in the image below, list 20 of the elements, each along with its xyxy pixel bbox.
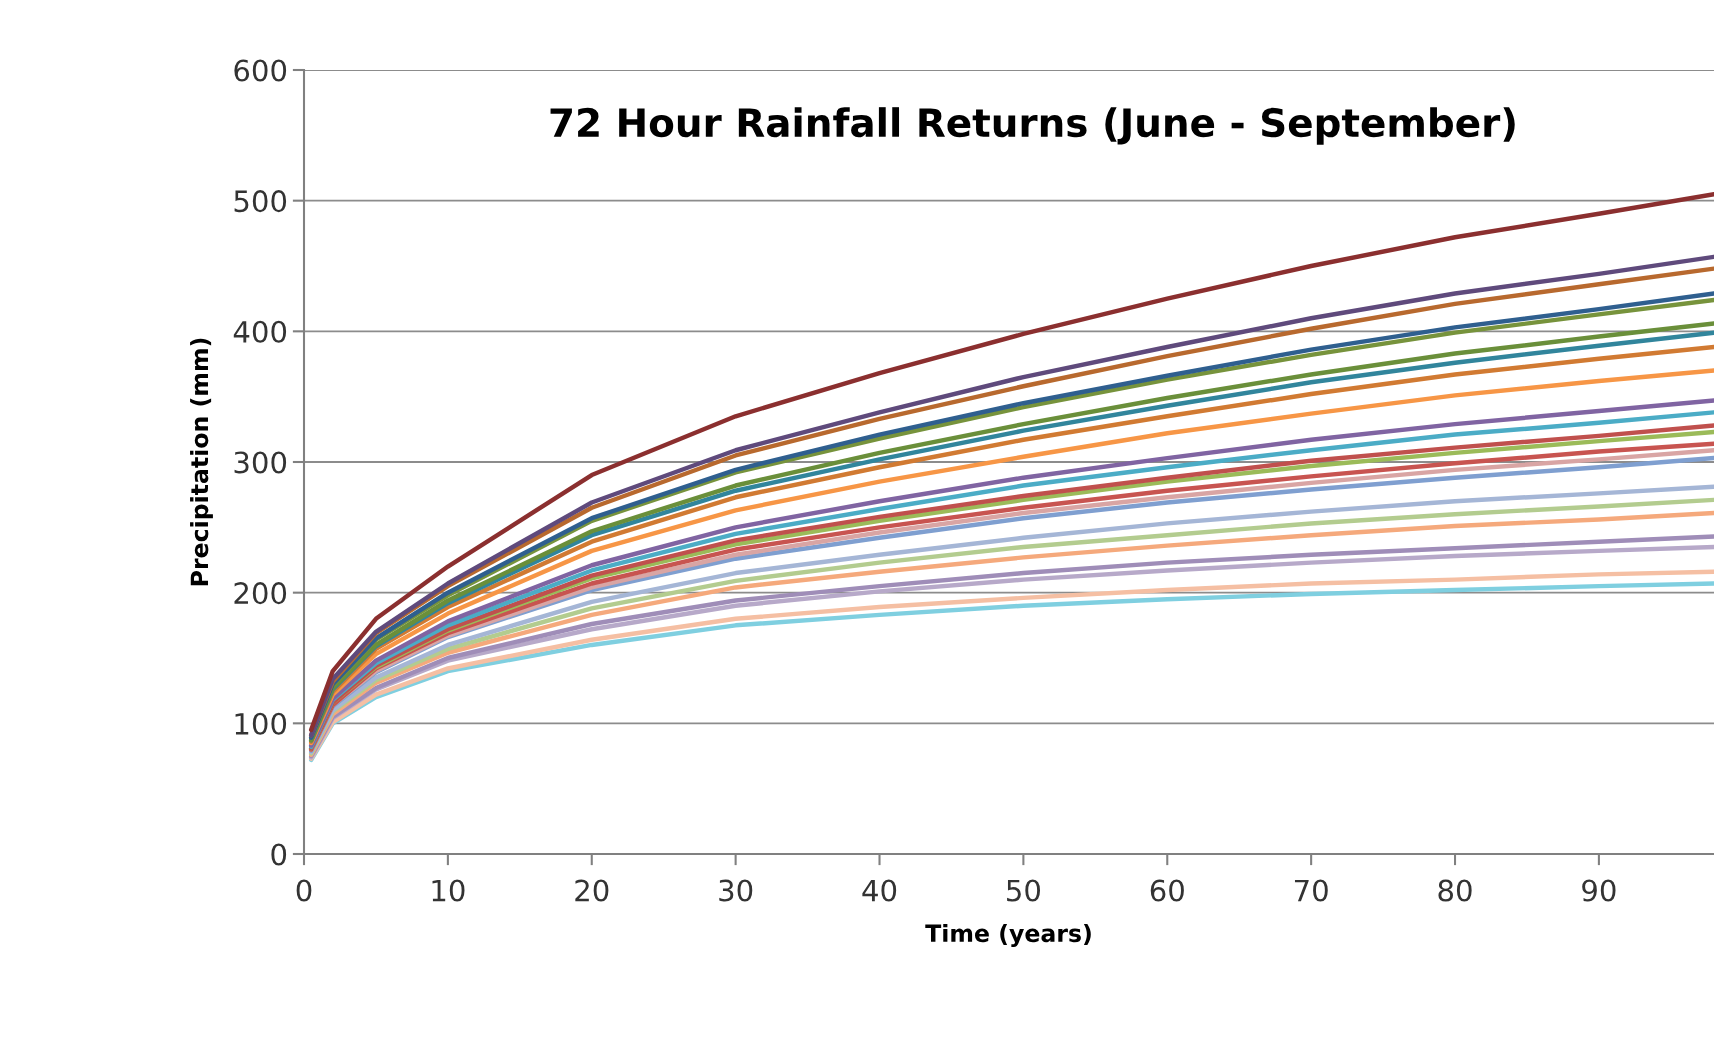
x-tick-label: 40 bbox=[862, 879, 897, 902]
y-tick-label: 600 bbox=[234, 59, 287, 82]
y-tick-label: 200 bbox=[234, 582, 287, 605]
y-tick-label: 400 bbox=[233, 320, 287, 343]
x-tick-label: 70 bbox=[1294, 879, 1328, 902]
y-tick-label: 0 bbox=[271, 843, 287, 866]
y-tick-label: 500 bbox=[234, 190, 287, 213]
text: 72 Hour Rainfall Returns (June - September) bbox=[550, 107, 1515, 145]
x-tick-label: 30 bbox=[719, 879, 753, 902]
x-tick-label: 50 bbox=[1007, 879, 1041, 902]
x-tick-label: 20 bbox=[575, 879, 609, 902]
y-tick-label: 100 bbox=[235, 712, 287, 735]
y-axis-title: Precipitation (mm) bbox=[190, 338, 213, 586]
y-tick-label: 300 bbox=[234, 451, 287, 474]
x-tick-label: 0 bbox=[296, 879, 312, 902]
x-tick-label: 60 bbox=[1150, 879, 1184, 902]
x-tick-label: 80 bbox=[1438, 879, 1472, 902]
x-tick-label: 10 bbox=[432, 879, 465, 902]
x-tick-label: 90 bbox=[1582, 879, 1616, 902]
x-axis-title: Time (years) bbox=[925, 923, 1091, 947]
